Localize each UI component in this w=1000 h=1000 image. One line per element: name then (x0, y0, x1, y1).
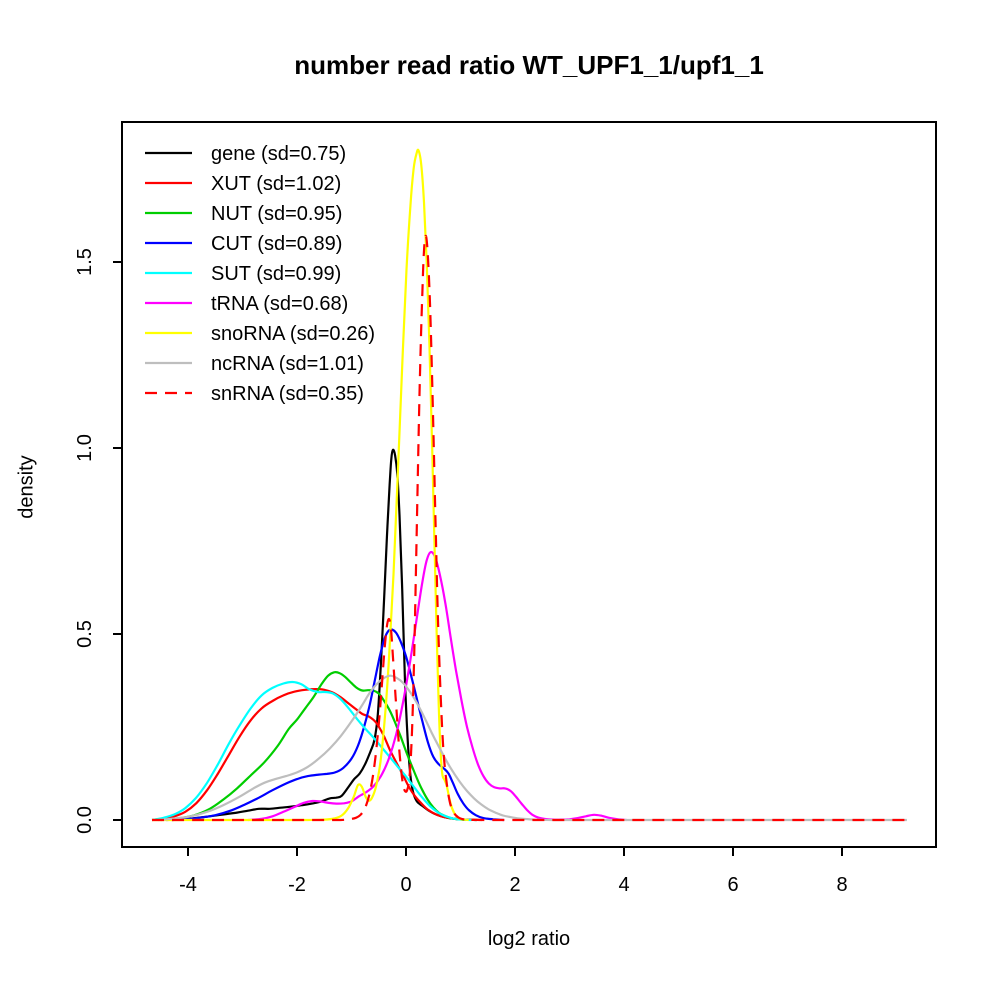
legend: gene (sd=0.75) XUT (sd=1.02) NUT (sd=0.95)… (145, 143, 375, 405)
y-axis-ticks: 0.0 0.5 1.0 1.5 (74, 248, 122, 834)
legend-item-SUT: SUT (sd=0.99) (145, 263, 341, 285)
x-axis-ticks: -4 -2 0 2 4 6 8 (179, 847, 848, 896)
legend-label-snoRNA: snoRNA (sd=0.26) (211, 323, 375, 345)
legend-label-CUT: CUT (sd=0.89) (211, 233, 342, 255)
x-tick-label: 0 (400, 874, 411, 896)
x-tick-label: 4 (618, 874, 629, 896)
curve-snRNA (152, 234, 907, 822)
legend-label-snRNA: snRNA (sd=0.35) (211, 383, 364, 405)
curve-gene (171, 448, 477, 822)
curve-ncRNA (157, 674, 907, 822)
y-tick-label: 0.0 (74, 806, 96, 834)
legend-label-tRNA: tRNA (sd=0.68) (211, 293, 348, 315)
density-curves (151, 148, 907, 822)
legend-label-XUT: XUT (sd=1.02) (211, 173, 341, 195)
x-axis-label: log2 ratio (487, 928, 571, 950)
y-tick-label: 0.5 (74, 620, 96, 648)
y-tick-label: 1.5 (74, 248, 96, 276)
curve-CUT (166, 628, 505, 822)
legend-item-ncRNA: ncRNA (sd=1.01) (145, 353, 364, 375)
legend-label-gene: gene (sd=0.75) (211, 143, 346, 165)
curve-snoRNA (152, 148, 469, 822)
curve-NUT (160, 671, 466, 822)
legend-item-XUT: XUT (sd=1.02) (145, 173, 341, 195)
plot-title: number read ratio WT_UPF1_1/upf1_1 (294, 50, 764, 80)
legend-item-snoRNA: snoRNA (sd=0.26) (145, 323, 375, 345)
legend-label-NUT: NUT (sd=0.95) (211, 203, 342, 225)
x-tick-label: -2 (288, 874, 306, 896)
x-tick-label: 2 (509, 874, 520, 896)
curve-SUT (151, 680, 472, 822)
x-tick-label: -4 (179, 874, 197, 896)
legend-label-ncRNA: ncRNA (sd=1.01) (211, 353, 364, 375)
x-tick-label: 6 (727, 874, 738, 896)
legend-item-CUT: CUT (sd=0.89) (145, 233, 342, 255)
y-tick-label: 1.0 (74, 434, 96, 462)
plot-area-border (121, 121, 937, 848)
legend-item-NUT: NUT (sd=0.95) (145, 203, 342, 225)
legend-item-tRNA: tRNA (sd=0.68) (145, 293, 348, 315)
x-tick-label: 8 (836, 874, 847, 896)
curve-XUT (151, 688, 483, 822)
legend-item-snRNA: snRNA (sd=0.35) (145, 383, 364, 405)
legend-label-SUT: SUT (sd=0.99) (211, 263, 341, 285)
legend-item-gene: gene (sd=0.75) (145, 143, 346, 165)
